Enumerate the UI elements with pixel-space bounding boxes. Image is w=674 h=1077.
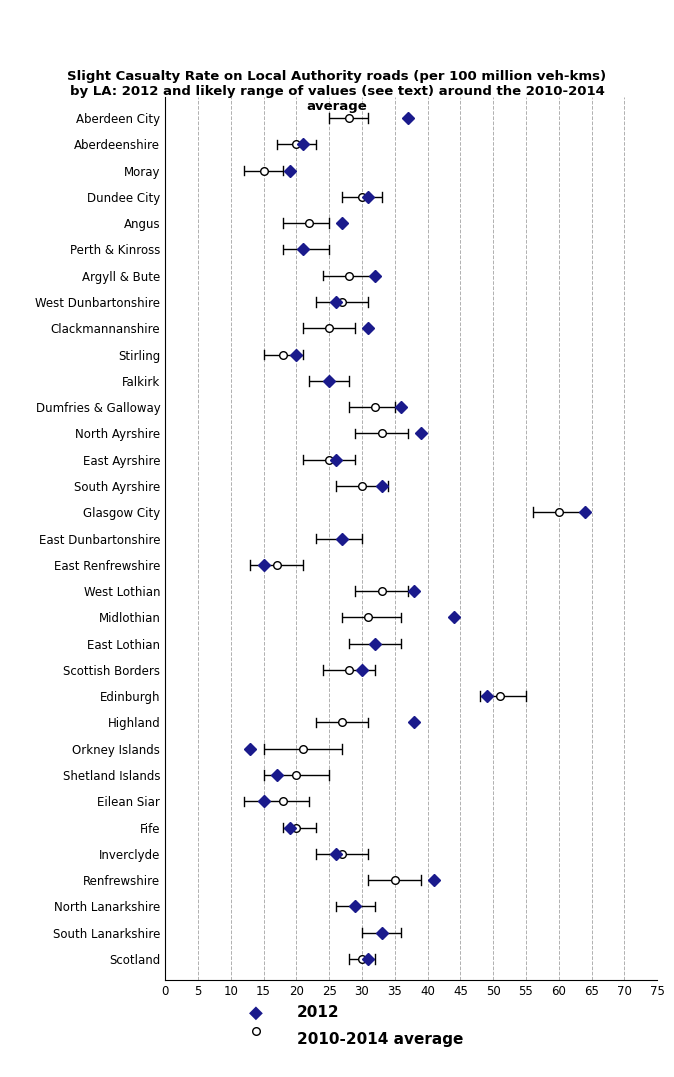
Text: 2010-2014 average: 2010-2014 average — [297, 1032, 463, 1047]
Text: 2012: 2012 — [297, 1005, 339, 1020]
Text: Slight Casualty Rate on Local Authority roads (per 100 million veh-kms)
by LA: 2: Slight Casualty Rate on Local Authority … — [67, 70, 607, 113]
Text: ◆: ◆ — [249, 1004, 263, 1021]
